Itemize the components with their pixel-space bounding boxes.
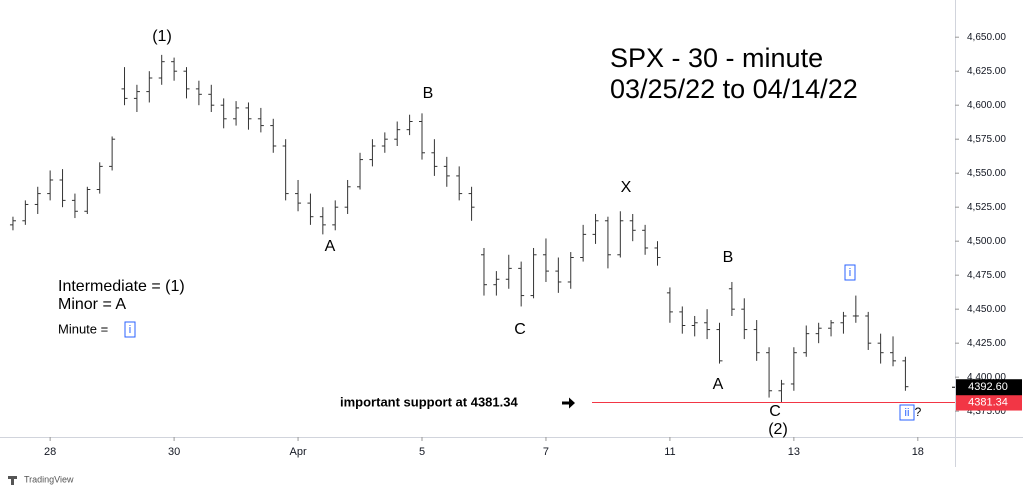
y-tick-label: 4,550.00: [967, 168, 1006, 179]
wave-box-label: ii: [905, 407, 910, 419]
y-tick-label: 4,600.00: [967, 100, 1006, 111]
wave-box: [899, 404, 915, 421]
annotation: A: [713, 376, 724, 393]
y-tick-label: 4,625.00: [967, 66, 1006, 77]
y-tick-label: 4,525.00: [967, 202, 1006, 213]
annotation: C: [514, 321, 526, 338]
brand: TradingView: [24, 474, 74, 484]
chart-subtitle: 03/25/22 to 04/14/22: [610, 74, 858, 104]
y-tick-label: 4,500.00: [967, 236, 1006, 247]
annotation: Minute =: [58, 321, 108, 336]
x-tick-label: Apr: [289, 446, 306, 458]
brand-logo: [8, 476, 17, 485]
x-tick-label: 28: [44, 446, 56, 458]
x-tick-label: 13: [788, 446, 800, 458]
annotation: X: [621, 179, 632, 196]
y-tick-label: 4,400.00: [967, 372, 1006, 383]
support-arrow: [562, 397, 575, 409]
x-tick-label: 11: [664, 446, 675, 458]
annotation: Minor = A: [58, 296, 126, 313]
annotation: B: [723, 249, 734, 266]
wave-box: [124, 321, 136, 338]
y-tick-label: 4,375.00: [967, 406, 1006, 417]
annotation: B: [423, 85, 434, 102]
chart-title: SPX - 30 - minute: [610, 43, 823, 73]
support-label: 4381.34: [968, 396, 1008, 408]
support-label-box: [956, 394, 1022, 411]
y-tick-label: 4,650.00: [967, 32, 1006, 43]
last-price-label: 4392.60: [968, 381, 1008, 393]
annotation: (2): [768, 421, 788, 438]
y-tick-label: 4,475.00: [967, 270, 1006, 281]
y-tick-label: 4,575.00: [967, 134, 1006, 145]
wave-box-label: i: [129, 324, 131, 336]
annotation: A: [325, 238, 336, 255]
x-tick-label: 18: [912, 446, 924, 458]
last-price-box: [956, 379, 1022, 396]
x-tick-label: 30: [168, 446, 180, 458]
annotation: Intermediate = (1): [58, 278, 185, 295]
wave-box-label: i: [849, 267, 851, 279]
annotation: C: [769, 403, 781, 420]
annotation: ?: [915, 405, 922, 419]
annotation: (1): [152, 28, 172, 45]
x-tick-label: 7: [543, 446, 549, 458]
x-tick-label: 5: [419, 446, 425, 458]
y-tick-label: 4,425.00: [967, 338, 1006, 349]
annotation: important support at 4381.34: [340, 394, 518, 409]
y-tick-label: 4,450.00: [967, 304, 1006, 315]
wave-box: [844, 264, 856, 281]
